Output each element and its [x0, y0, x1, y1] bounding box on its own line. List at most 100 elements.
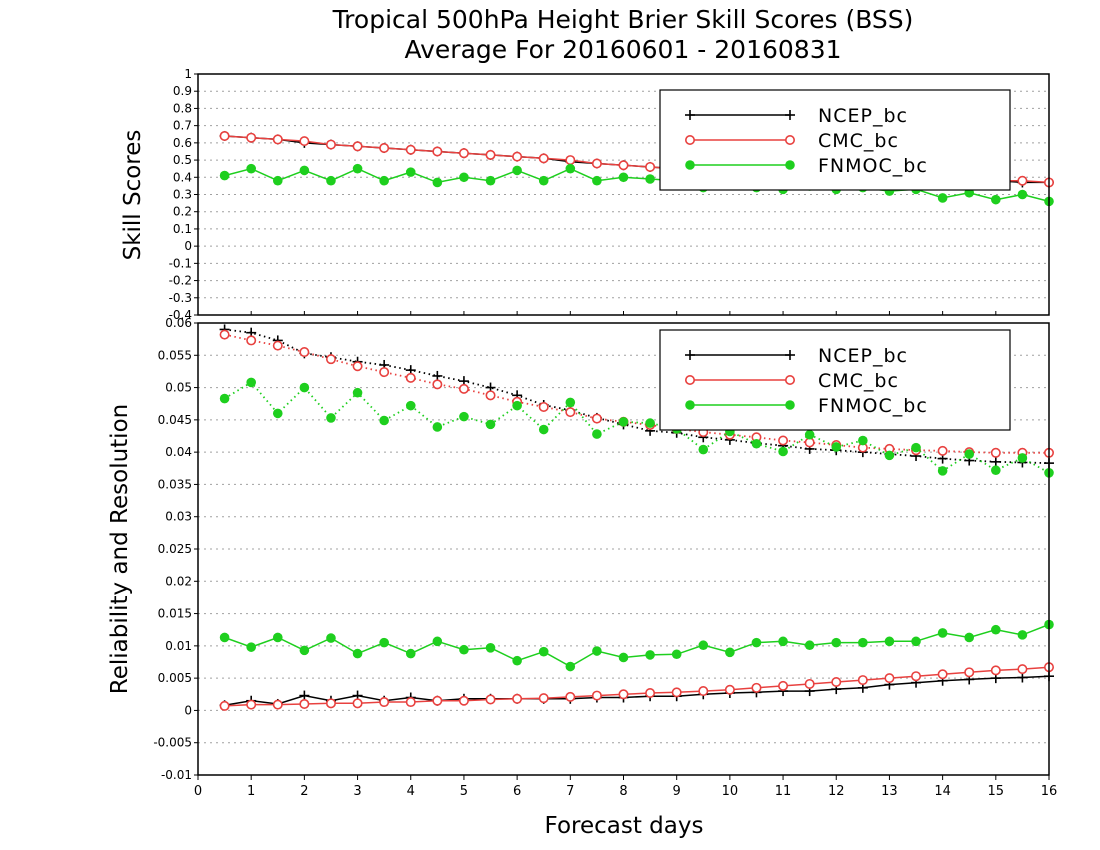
series-line	[224, 675, 1050, 707]
data-point	[246, 642, 256, 652]
data-point	[565, 407, 576, 418]
y-tick-label: -0.1	[169, 256, 192, 270]
data-point	[990, 665, 1001, 676]
y-tick-label: 0.04	[165, 445, 192, 459]
data-point	[458, 695, 469, 706]
y-tick-label: 0.1	[173, 222, 192, 236]
data-point	[432, 177, 443, 188]
data-point	[884, 450, 895, 461]
data-point	[326, 413, 336, 423]
legend-label: FNMOC_bc	[818, 395, 928, 417]
legend-marker	[785, 110, 795, 120]
legend-item-ncep-bc: NCEP_bc	[685, 105, 907, 127]
y-tick-label: -0.3	[169, 291, 192, 305]
data-point	[911, 636, 921, 647]
x-tick-label: 3	[353, 784, 361, 799]
y-tick-label: -0.2	[169, 274, 192, 288]
data-point	[299, 382, 310, 393]
x-tick-label: 5	[460, 784, 468, 799]
legend-marker	[785, 400, 795, 410]
x-tick-label: 11	[775, 784, 792, 799]
data-point	[219, 632, 230, 643]
data-point	[485, 642, 496, 653]
data-point	[645, 418, 655, 428]
data-point	[219, 393, 230, 404]
data-point	[698, 640, 709, 651]
y-tick-label: 0.8	[173, 101, 192, 115]
data-point	[778, 446, 788, 457]
data-point	[937, 445, 948, 456]
skill-score-panel: 1 0.9 0.8 0.7 0.6 0.5 0.4 0.3 0.2 0.1 0 -0.1 -0.2 -0.…	[120, 67, 1055, 322]
legend-label: NCEP_bc	[818, 345, 908, 367]
data-point	[246, 163, 256, 174]
series-line	[224, 328, 1050, 464]
data-point	[591, 690, 602, 701]
data-point	[538, 401, 549, 412]
legend-marker	[785, 160, 795, 170]
data-point	[751, 682, 762, 693]
legend-marker	[784, 135, 795, 146]
legend-marker	[684, 374, 695, 385]
data-point	[326, 175, 336, 186]
data-point	[485, 694, 496, 705]
data-point	[512, 151, 523, 162]
data-point	[538, 153, 549, 164]
data-point	[405, 144, 416, 155]
plot-frame	[197, 322, 1050, 776]
plot-frame	[197, 73, 1050, 316]
y-tick-label: 0.03	[165, 510, 192, 524]
data-point	[432, 146, 443, 157]
y-tick-label: 0.025	[158, 542, 192, 556]
data-point	[1017, 453, 1028, 463]
y-tick-label: 0.05	[165, 381, 192, 395]
data-point	[432, 422, 443, 432]
x-tick-label: 10	[722, 784, 739, 799]
data-point	[299, 698, 310, 709]
y-tick-labels: 0.06 0.055 0.05 0.045 0.04 0.035 0.03 0.025 0.02…	[153, 316, 198, 782]
data-point	[352, 387, 363, 398]
data-point	[512, 693, 523, 704]
legend-item-fnmoc-bc: FNMOC_bc	[685, 155, 928, 177]
data-point	[804, 437, 815, 448]
x-tick-label: 9	[673, 784, 681, 799]
data-point	[485, 390, 496, 401]
data-point	[592, 429, 602, 439]
data-point	[884, 673, 895, 684]
data-point	[459, 172, 469, 183]
data-point	[246, 377, 256, 388]
data-point	[591, 413, 602, 424]
series-cmc-bc	[219, 662, 1055, 711]
y-tick-label: 0.3	[173, 188, 192, 202]
x-tick-label: 0	[194, 784, 202, 799]
data-point	[724, 684, 735, 695]
data-point	[379, 637, 389, 648]
legend-item-ncep-bc: NCEP_bc	[685, 345, 908, 367]
legend-marker	[685, 160, 695, 170]
data-point	[405, 648, 416, 659]
data-point	[618, 160, 629, 171]
data-point	[379, 175, 389, 186]
data-point	[219, 170, 230, 181]
data-point	[565, 155, 576, 166]
x-tick-label: 16	[1041, 784, 1058, 799]
legend-marker	[785, 350, 795, 360]
x-tick-label: 8	[619, 784, 627, 799]
x-tick-label: 12	[828, 784, 845, 799]
data-point	[778, 636, 788, 647]
data-point	[831, 442, 842, 452]
legend-marker	[685, 110, 695, 120]
x-axis-label: Forecast days	[545, 813, 704, 839]
legend-marker	[784, 374, 795, 385]
data-point	[512, 400, 522, 411]
series-fnmoc-bc-reliability	[219, 377, 1054, 478]
x-tick-label: 2	[300, 784, 308, 799]
y-tick-label: 0.02	[165, 574, 192, 588]
legend-label: FNMOC_bc	[818, 155, 928, 177]
legend-label: CMC_bc	[818, 130, 899, 152]
y-tick-label: 0.035	[158, 477, 192, 491]
y-tick-label: -0.01	[161, 768, 192, 782]
data-point	[512, 655, 522, 666]
data-point	[645, 161, 656, 172]
data-point	[592, 175, 602, 186]
